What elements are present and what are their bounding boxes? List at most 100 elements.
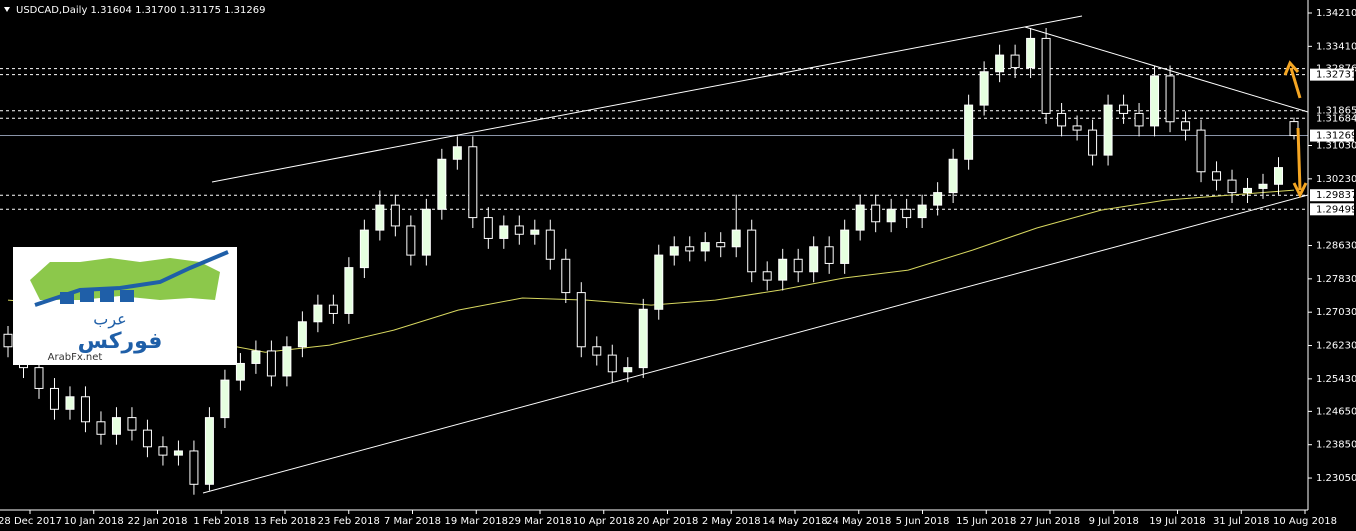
candle-body [731,229,741,248]
y-tick-label: 1.26230 [1316,341,1356,352]
candle-body [127,417,137,431]
y-tick-label: 1.23850 [1316,440,1356,451]
candle-body [530,229,540,235]
logo-icon [60,292,74,304]
level-box [1310,129,1354,142]
candle-body [824,246,834,264]
candle-body [220,379,230,419]
candle-body [173,450,183,456]
candle-body [1258,183,1268,189]
candle-body [1103,104,1113,156]
x-tick-label: 13 Feb 2018 [254,516,316,527]
x-tick-label: 31 Jul 2018 [1213,516,1270,527]
candle-body [793,258,803,273]
candle-body [328,304,338,314]
logo: عرب فوركس ArabFx.net [13,247,237,365]
x-tick-label: 7 Mar 2018 [384,516,441,527]
candle-body [871,204,881,223]
candle-body [359,229,369,269]
level-label: 1.31269 [1316,131,1356,142]
candle-body [1072,125,1082,131]
level-label: 1.31684 [1316,113,1356,124]
candle-body [762,271,772,281]
candle-body [80,396,90,423]
candle-body [297,321,307,348]
candle-body [266,350,276,377]
candle-body [1212,171,1222,181]
candle-body [933,192,943,206]
x-tick-label: 28 Dec 2017 [0,516,62,527]
trend-line [1024,26,1309,113]
arrow-head [1283,60,1300,76]
candle-body [1119,104,1129,114]
candle-body [685,246,695,252]
candle-body [917,204,927,219]
candle-body [452,146,462,160]
candle-body [592,346,602,356]
level-box [1310,189,1354,202]
arrows [1283,60,1308,199]
level-label: 1.29499 [1316,204,1356,215]
x-tick-label: 1 Feb 2018 [193,516,249,527]
x-tick-label: 20 Apr 2018 [637,516,699,527]
candle-body [390,204,400,227]
candle-body [809,246,819,273]
candle-body [1026,37,1036,69]
trend-line [202,194,1309,494]
candle-body [235,362,245,381]
candle-body [902,208,912,219]
candle-body [1134,112,1144,127]
level-label: 1.31865 [1316,106,1356,117]
y-tick-label: 1.31030 [1316,141,1356,152]
candle-body [840,229,850,264]
logo-text: فوركس [78,329,163,354]
y-tick-label: 1.25430 [1316,374,1356,385]
candles [3,28,1299,495]
candle-body [111,417,121,435]
candle-body [1088,129,1098,156]
candle-body [1041,37,1051,114]
candle-body [1010,54,1020,69]
candle-body [406,225,416,256]
x-tick-label: 23 Feb 2018 [318,516,380,527]
candle-body [700,242,710,252]
candle-body [204,417,214,485]
logo-site: ArabFx.net [48,352,103,363]
trend-line [211,15,1083,183]
x-tick-label: 9 Jul 2018 [1089,516,1139,527]
logo-icon [100,290,114,302]
title-marker [4,7,10,12]
logo-icon [80,290,94,302]
candle-body [313,304,323,323]
y-tick-label: 1.27030 [1316,307,1356,318]
level-label: 1.32731 [1316,70,1356,81]
candle-body [375,204,385,231]
arrow-down [1296,127,1302,191]
chart-title: USDCAD,Daily 1.31604 1.31700 1.31175 1.3… [16,5,266,16]
candle-body [1165,75,1175,123]
x-tick-label: 19 Jul 2018 [1149,516,1206,527]
candle-body [158,446,168,456]
candle-body [638,308,648,369]
candle-body [514,225,524,235]
candle-body [421,208,431,256]
x-tick-label: 5 Jun 2018 [896,516,950,527]
candle-body [886,208,896,223]
candle-body [1227,179,1237,194]
arrow-up [1289,67,1302,99]
x-tick-label: 19 Mar 2018 [445,516,508,527]
candle-body [142,429,152,448]
levels [0,68,1308,353]
candle-body [747,229,757,273]
x-tick-label: 27 Jun 2018 [1020,516,1080,527]
candle-body [1057,112,1067,127]
candle-body [778,258,788,281]
candle-body [344,267,354,314]
x-tick-label: 15 Jun 2018 [956,516,1016,527]
candle-body [282,346,292,377]
candle-body [65,396,75,410]
candle-body [855,204,865,231]
